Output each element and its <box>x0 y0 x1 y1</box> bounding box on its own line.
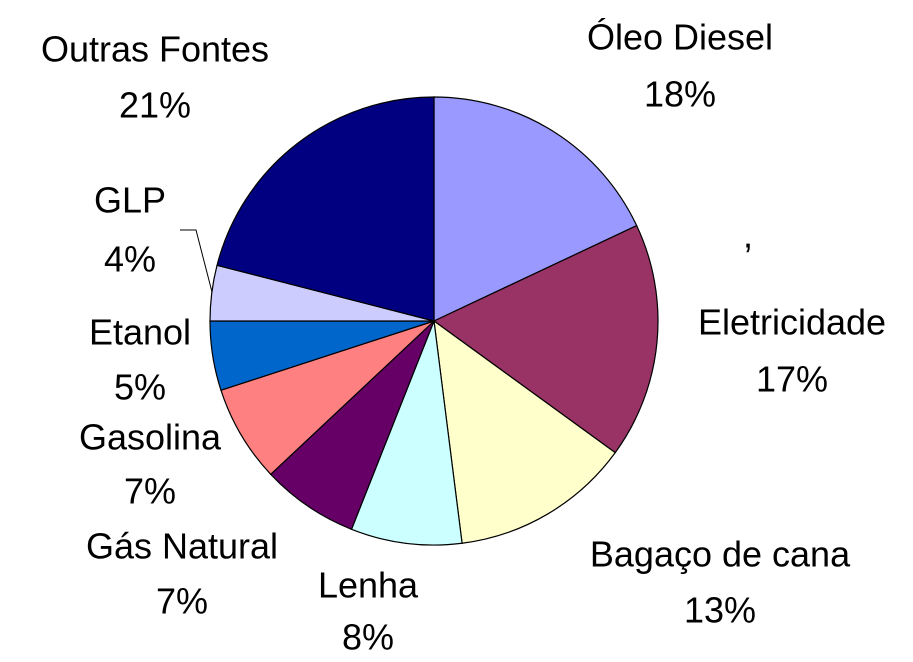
slice-value-label: 13% <box>684 590 756 631</box>
slice-value-label: 18% <box>644 74 716 115</box>
slice-value-label: 17% <box>756 359 828 400</box>
slice-label: Eletricidade <box>698 302 886 343</box>
slice-value-label: 8% <box>342 617 394 658</box>
pie-slice <box>433 319 617 544</box>
pie-slice <box>350 320 463 546</box>
slice-value-label: 7% <box>124 471 176 512</box>
slice-value-label: 7% <box>156 581 208 622</box>
slice-value-label: 4% <box>104 239 156 280</box>
slice-value-label: 5% <box>114 367 166 408</box>
slice-value-label: 21% <box>119 85 191 126</box>
slice-label: Lenha <box>318 565 419 606</box>
leader-line <box>180 229 213 293</box>
slice-label: Etanol <box>89 312 191 353</box>
annotation: , <box>743 215 753 256</box>
slice-label: GLP <box>94 180 166 221</box>
slice-label: Gasolina <box>79 417 222 458</box>
pie-slice <box>216 96 435 322</box>
slice-label: Outras Fontes <box>41 29 269 70</box>
pie-slice <box>432 224 659 454</box>
pie-slice <box>433 96 638 322</box>
slice-label: Óleo Diesel <box>587 17 773 58</box>
slice-label: Bagaço de cana <box>590 534 851 575</box>
slice-label: Gás Natural <box>86 526 278 567</box>
